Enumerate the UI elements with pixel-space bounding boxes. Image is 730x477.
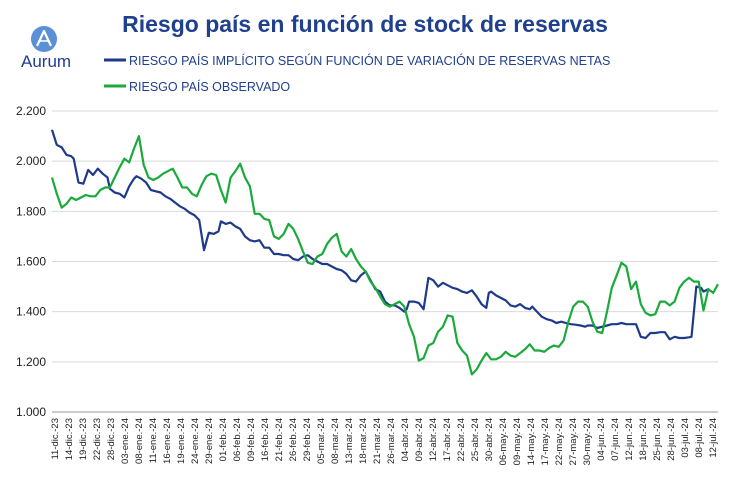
x-tick-label: 11-dic.-23 <box>50 418 61 460</box>
x-tick-label: 21-mar.-24 <box>372 418 383 464</box>
legend: RIESGO PAÍS IMPLÍCITO SEGÚN FUNCIÓN DE V… <box>104 53 610 94</box>
x-tick-label: 06-may.-24 <box>498 418 509 465</box>
x-tick-label: 28-dic.-23 <box>106 418 117 460</box>
x-tick-label: 26-feb.-24 <box>288 418 299 461</box>
aurum-logo: Aurum <box>21 26 71 71</box>
x-tick-label: 08-jul.-24 <box>694 418 705 458</box>
x-tick-label: 09-abr.-24 <box>414 418 425 461</box>
x-tick-label: 05-mar.-24 <box>316 418 327 464</box>
x-tick-label: 11-ene.-24 <box>148 418 159 463</box>
aurum-logo-icon <box>31 26 57 52</box>
x-tick-label: 26-mar.-24 <box>386 418 397 464</box>
x-tick-label: 30-may.-24 <box>582 418 593 465</box>
x-tick-label: 25-jun.-24 <box>652 418 663 461</box>
x-axis-ticks: 11-dic.-23 14-dic.-23 19-dic.-23 22-dic.-23… <box>50 418 719 465</box>
x-tick-label: 03-jul.-24 <box>680 418 691 458</box>
x-tick-label: 14-may.-24 <box>526 418 537 465</box>
x-tick-label: 03-ene.-24 <box>120 418 131 464</box>
x-tick-label: 16-ene.-24 <box>162 418 173 464</box>
x-tick-label: 22-may.-24 <box>554 418 565 465</box>
x-tick-label: 25-abr.-24 <box>470 418 481 461</box>
y-tick-label: 1.600 <box>16 255 46 269</box>
x-tick-label: 24-ene.-24 <box>190 418 201 464</box>
y-tick-label: 2.000 <box>16 154 46 168</box>
y-tick-label: 1.000 <box>16 405 46 419</box>
chart-title: Riesgo país en función de stock de reser… <box>122 11 608 37</box>
x-tick-label: 06-feb.-24 <box>232 418 243 461</box>
y-tick-label: 1.200 <box>16 355 46 369</box>
x-tick-label: 09-feb.-24 <box>246 418 257 461</box>
x-tick-label: 08-mar.-24 <box>330 418 341 464</box>
y-tick-label: 2.200 <box>16 104 46 118</box>
x-tick-label: 12-abr.-24 <box>428 418 439 461</box>
x-tick-label: 04-abr.-24 <box>400 418 411 461</box>
x-tick-label: 16-feb.-24 <box>260 418 271 461</box>
x-tick-label: 04-jun.-24 <box>596 418 607 461</box>
x-tick-label: 19-ene.-24 <box>176 418 187 464</box>
y-tick-label: 1.400 <box>16 305 46 319</box>
x-tick-label: 28-jun.-24 <box>666 418 677 461</box>
x-tick-label: 18-mar.-24 <box>358 418 369 464</box>
x-tick-label: 22-dic.-23 <box>92 418 103 460</box>
x-tick-label: 29-feb.-24 <box>302 418 313 461</box>
x-tick-label: 07-jun.-24 <box>610 418 621 461</box>
x-tick-label: 29-ene.-24 <box>204 418 215 464</box>
x-tick-label: 12-jun.-24 <box>624 418 635 461</box>
x-tick-label: 01-feb.-24 <box>218 418 229 461</box>
x-tick-label: 08-ene.-24 <box>134 418 145 464</box>
x-tick-label: 22-abr.-24 <box>456 418 467 461</box>
series-lines <box>50 129 719 376</box>
x-tick-label: 17-abr.-24 <box>442 418 453 461</box>
y-tick-label: 1.800 <box>16 204 46 218</box>
x-tick-label: 13-mar.-24 <box>344 418 355 464</box>
legend-label-observado: RIESGO PAÍS OBSERVADO <box>129 79 290 94</box>
aurum-logo-text: Aurum <box>21 52 71 71</box>
series-line-implicito <box>50 129 709 341</box>
x-tick-label: 18-jun.-24 <box>638 418 649 461</box>
x-tick-label: 12-jul.-24 <box>708 418 719 458</box>
x-tick-label: 14-dic.-23 <box>64 418 75 460</box>
legend-label-implicito: RIESGO PAÍS IMPLÍCITO SEGÚN FUNCIÓN DE V… <box>129 53 610 68</box>
x-tick-label: 27-may.-24 <box>568 418 579 465</box>
series-line-observado <box>50 135 719 376</box>
x-tick-label: 09-may.-24 <box>512 418 523 465</box>
x-tick-label: 19-dic.-23 <box>78 418 89 460</box>
x-tick-label: 30-abr.-24 <box>484 418 495 461</box>
x-tick-label: 21-feb.-24 <box>274 418 285 461</box>
y-axis-ticks: 1.000 1.200 1.400 1.600 1.800 2.000 2.200 <box>16 104 46 419</box>
x-tick-label: 17-may.-24 <box>540 418 551 465</box>
